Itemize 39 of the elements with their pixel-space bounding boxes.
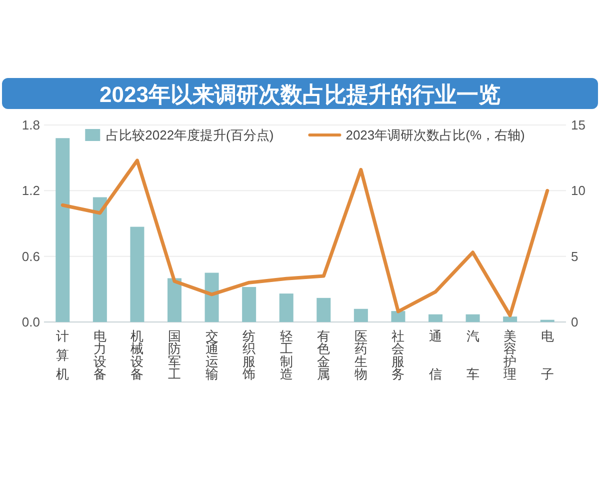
line-series	[60, 158, 550, 318]
bar	[242, 286, 256, 322]
x-tick-label: 医药生物	[354, 328, 368, 382]
x-tick-label: 计算机	[56, 328, 70, 382]
chart-title: 2023年以来调研次数占比提升的行业一览	[100, 82, 500, 107]
y2-tick-label: 10	[571, 183, 586, 198]
legend-label: 2023年调研次数占比(%，右轴)	[346, 128, 525, 142]
bar	[92, 197, 107, 322]
y2-tick-label: 5	[571, 248, 578, 264]
bar	[130, 226, 144, 322]
bar	[354, 308, 368, 322]
x-tick-label: 国防军工	[168, 328, 181, 382]
bar	[168, 278, 182, 322]
x-tick-label: 社会服务	[392, 328, 405, 382]
category-label: 通信	[429, 328, 442, 382]
bar	[391, 311, 406, 322]
y-tick-label: 1.8	[22, 118, 40, 132]
x-tick-label: 电力设备	[93, 328, 106, 382]
legend-label: 占比较2022年度提升(百分点)	[106, 128, 274, 142]
x-tick-label: 机械设备	[130, 328, 144, 382]
x-tick-label: 有色金属	[317, 328, 330, 382]
y-tick-label: 1.2	[22, 183, 40, 198]
category-label: 电子	[540, 328, 554, 382]
bar	[56, 138, 70, 322]
bar	[279, 294, 294, 322]
y2-tick-label: 0	[571, 314, 578, 330]
bar	[466, 314, 480, 322]
x-tick-label: 纺织服饰	[242, 328, 256, 382]
bar	[316, 298, 331, 322]
bar	[503, 316, 518, 322]
category-label: 汽车	[466, 328, 480, 382]
x-tick-label: 交通运输	[205, 328, 218, 382]
y-tick-label: 0.0	[22, 314, 40, 330]
y-tick-label: 0.6	[22, 248, 40, 264]
x-tick-label: 美容护理	[502, 328, 517, 382]
bar	[428, 314, 442, 322]
bar	[204, 272, 219, 322]
x-tick-label: 轻工制造	[280, 328, 293, 382]
y2-tick-label: 15	[571, 118, 586, 132]
